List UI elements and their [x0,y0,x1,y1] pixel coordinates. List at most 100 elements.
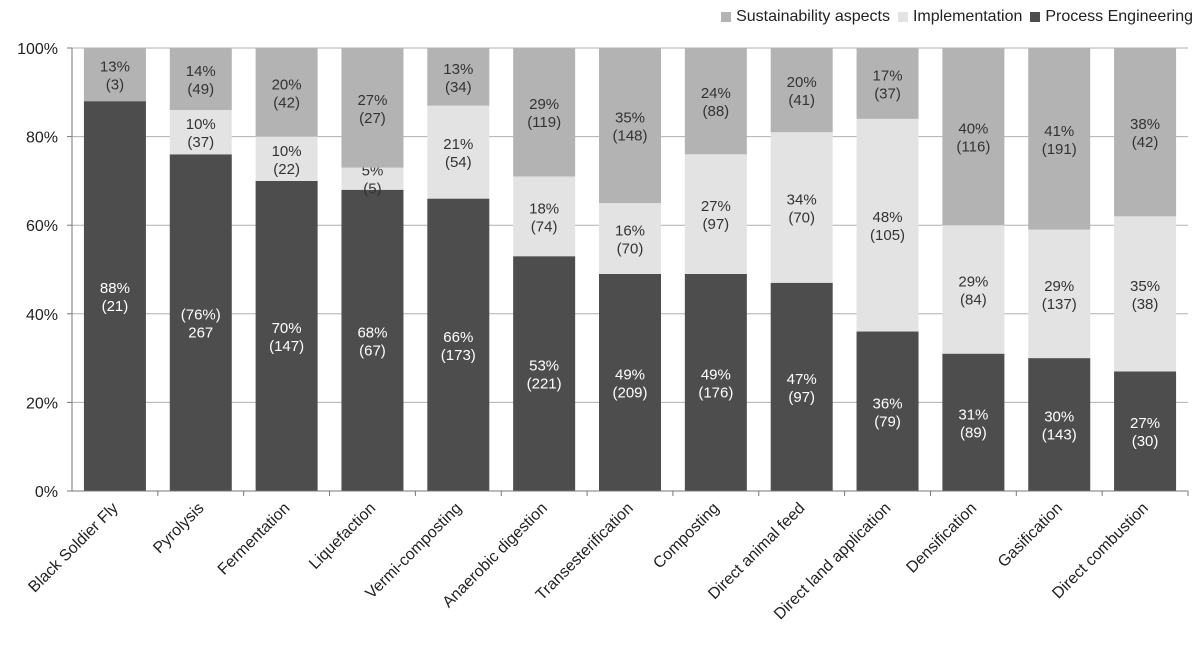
legend-item-implementation: Implementation [897,8,1023,26]
x-tick-label: Vermi-composting [363,500,466,603]
legend-item-sustainability: Sustainability aspects [721,8,890,26]
data-label: 40% [958,121,988,138]
data-label: (42) [1132,134,1159,151]
data-label: (137) [1042,296,1077,313]
bar-segment [599,203,661,274]
data-label: (97) [788,389,815,406]
bar-segment [83,101,146,491]
data-label: 24% [701,85,731,102]
data-label: (5) [363,181,381,198]
data-label: 20% [787,74,817,91]
x-tick-label: Gasification [995,500,1066,571]
x-tick-label: Liquefaction [306,500,379,573]
data-label: 29% [1044,278,1074,295]
data-label: (49) [187,81,214,98]
y-tick-label: 20% [26,395,58,412]
x-tick-label: Direct combustion [1049,500,1152,603]
data-label: 27% [701,198,731,215]
data-label: 17% [873,67,903,84]
data-label: (3) [106,77,124,94]
legend-label-implementation: Implementation [912,8,1023,25]
legend-swatch-process-engineering [1030,12,1041,22]
bar-segment [427,48,490,106]
x-tick-label: Direct animal feed [705,500,808,603]
bar-segment [513,176,576,257]
data-label: 49% [701,366,731,383]
data-label: (70) [788,209,815,226]
data-label: (191) [1042,141,1077,158]
data-label: (21) [102,298,129,315]
data-label: 13% [443,61,473,78]
data-label: 36% [873,395,903,412]
bar-segment [169,110,232,155]
bar-segment [770,132,833,283]
bar-segment [1028,358,1091,491]
data-label: 88% [100,280,130,297]
bar-segment [942,225,1005,354]
data-label: 48% [873,209,903,226]
bar-segment [255,136,318,181]
data-label: 53% [529,358,559,375]
data-label: (37) [874,85,901,102]
y-tick-label: 40% [26,307,58,324]
bar-segment [684,154,747,274]
data-label: 35% [1130,278,1160,295]
data-label: 34% [787,191,817,208]
bar-segment [856,48,919,119]
x-tick-label: Densification [903,500,980,577]
data-label: (88) [703,103,730,120]
bar-segment [942,48,1005,226]
bar-segment [1114,48,1177,217]
bar-segment [255,180,318,491]
data-label: (67) [359,342,386,359]
data-label: (74) [531,218,558,235]
data-label: (147) [269,338,304,355]
data-label: 27% [357,92,387,109]
bar-segment [341,48,404,168]
data-label: 14% [186,63,216,80]
data-label: (105) [870,227,905,244]
data-label: 267 [188,325,213,342]
x-tick-label: Fermentation [215,500,294,579]
y-tick-label: 60% [26,218,58,235]
data-label: (148) [612,128,647,145]
x-tick-label: Pyrolysis [150,500,207,557]
data-label: 10% [186,116,216,133]
data-label: (176) [698,384,733,401]
data-label: 49% [615,366,645,383]
data-label: (97) [703,216,730,233]
data-label: 70% [272,320,302,337]
bar-segment [427,198,490,491]
data-label: (34) [445,79,472,96]
y-tick-label: 0% [35,484,58,501]
legend-label-sustainability: Sustainability aspects [736,8,890,25]
data-label: 21% [443,136,473,153]
bar-segment [599,48,661,204]
data-label: 31% [958,406,988,423]
bar-segment [1114,216,1177,372]
bar-segment [341,189,404,491]
bar-segment [513,256,576,491]
data-label: (76%) [181,307,221,324]
y-tick-label: 100% [17,41,58,58]
bar-segment [684,273,747,491]
data-label: 16% [615,222,645,239]
bar-segment [856,118,919,332]
data-label: (41) [788,92,815,109]
data-label: (27) [359,110,386,127]
data-label: (84) [960,291,987,308]
data-label: (70) [617,240,644,257]
bar-segment [255,48,318,137]
data-label: (54) [445,154,472,171]
data-label: (42) [273,94,300,111]
bar-segment [427,105,490,199]
data-label: (22) [273,161,300,178]
bar-segment [1028,229,1091,359]
data-label: (37) [187,134,214,151]
data-label: (30) [1132,433,1159,450]
data-label: 20% [272,76,302,93]
legend-label-process-engineering: Process Engineering [1045,8,1193,25]
bar-segment [684,48,747,155]
